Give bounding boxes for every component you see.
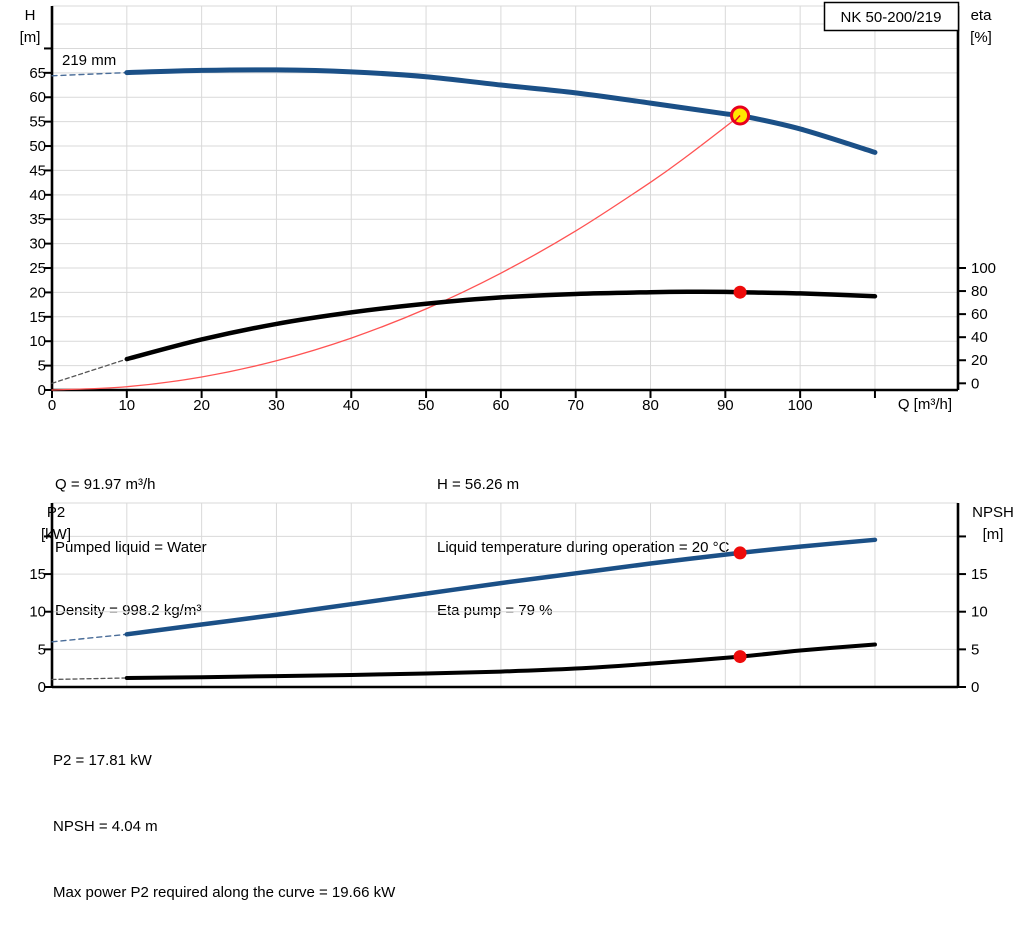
y-left-tick-label: 25 xyxy=(29,260,46,277)
system-curve xyxy=(51,114,741,391)
eta-duty-point xyxy=(733,285,747,299)
info-line: Density = 998.2 kg/m³ xyxy=(55,602,202,619)
info-line: Q = 91.97 m³/h xyxy=(55,476,156,493)
chart-generated: 0 10 20 30 40 50 60 70 80 90 100 Q [m³/h] 0 5 10 15 20 25… xyxy=(20,5,996,414)
y-left-tick-label: 0 xyxy=(38,382,46,399)
x-tick-label: 90 xyxy=(717,397,734,414)
eta-curve-dashed xyxy=(51,358,128,384)
x-tick-label: 50 xyxy=(418,397,435,414)
y-left-tick-label: 50 xyxy=(29,138,46,155)
y-right-tick-label: 0 xyxy=(971,375,979,392)
info-line: Eta pump = 79 % xyxy=(437,602,553,619)
y-right-tick-label: 0 xyxy=(971,679,979,696)
x-tick-label: 40 xyxy=(343,397,360,414)
model-box: NK 50-200/219 xyxy=(823,1,960,32)
x-tick-label: 60 xyxy=(493,397,510,414)
y-left-tick-label: 5 xyxy=(38,358,46,375)
x-tick-label: 30 xyxy=(268,397,285,414)
info-line: NPSH = 4.04 m xyxy=(53,818,158,835)
y-left-tick-label: 30 xyxy=(29,236,46,253)
y-left-tick-label: 10 xyxy=(29,333,46,350)
impeller-diameter-label: 219 mm xyxy=(62,52,116,69)
y-left-tick-label: 15 xyxy=(29,566,46,583)
model-box-frame xyxy=(823,1,960,32)
p2-curve xyxy=(124,537,878,637)
npsh-duty-point xyxy=(733,650,747,664)
y-right-tick-label: 10 xyxy=(971,604,988,621)
y-right-tick-label: 20 xyxy=(971,352,988,369)
y-right-tick-label: 60 xyxy=(971,306,988,323)
info-line: Pumped liquid = Water xyxy=(55,539,207,556)
duty-info-left: Q = 91.97 m³/h Pumped liquid = Water Den… xyxy=(55,432,207,663)
duty-point-tail xyxy=(734,115,741,122)
y-left-axis-title: H xyxy=(25,7,36,24)
y-left-tick-label: 20 xyxy=(29,284,46,301)
npsh-curve xyxy=(124,642,877,680)
x-tick-label: 70 xyxy=(567,397,584,414)
info-line: Max power P2 required along the curve = … xyxy=(53,884,396,901)
model-box-label: NK 50-200/219 xyxy=(841,9,942,26)
p2-duty-point xyxy=(733,546,747,560)
x-tick-label: 10 xyxy=(118,397,135,414)
p2-npsh-chart: 0 5 10 15 P2 [kW] 0 5 10 15 NPSH [m] xyxy=(29,502,1014,696)
y-left-axis-title: [kW] xyxy=(41,526,71,543)
y-left-tick-label: 45 xyxy=(29,162,46,179)
pump-performance-panel: 0 10 20 30 40 50 60 70 80 90 100 Q [m³/h] 0 5 10 15 20 25… xyxy=(20,1,1014,901)
info-line: H = 56.26 m xyxy=(437,476,520,493)
x-tick-label: 0 xyxy=(48,397,56,414)
info-line: P2 = 17.81 kW xyxy=(53,752,152,769)
y-right-axis-title: NPSH xyxy=(972,504,1014,521)
npsh-curve-dashed xyxy=(51,677,128,681)
y-left-tick-label: 65 xyxy=(29,65,46,82)
y-right-axis-title: [m] xyxy=(983,526,1004,543)
y-left-axis-title: P2 xyxy=(47,504,65,521)
y-right-tick-label: 40 xyxy=(971,329,988,346)
x-tick-label: 20 xyxy=(193,397,210,414)
y-right-tick-label: 100 xyxy=(971,260,996,277)
duty-info-bottom: P2 = 17.81 kW NPSH = 4.04 m Max power P2… xyxy=(53,706,395,948)
y-right-axis-title: [%] xyxy=(970,29,992,46)
y-left-tick-label: 40 xyxy=(29,187,46,204)
chart-generated: 0 5 10 15 P2 [kW] 0 5 10 15 NPSH [m] xyxy=(29,502,1014,696)
y-left-tick-label: 35 xyxy=(29,211,46,228)
y-left-tick-label: 5 xyxy=(38,641,46,658)
y-left-tick-label: 10 xyxy=(29,604,46,621)
head-curve-dashed xyxy=(51,71,128,77)
y-right-tick-label: 5 xyxy=(971,641,979,658)
hq-eta-chart: 0 10 20 30 40 50 60 70 80 90 100 Q [m³/h] 0 5 10 15 20 25… xyxy=(20,1,996,414)
y-left-tick-label: 0 xyxy=(38,679,46,696)
x-tick-label: 100 xyxy=(788,397,813,414)
y-right-tick-label: 80 xyxy=(971,283,988,300)
x-tick-label: 80 xyxy=(642,397,659,414)
y-right-tick-label: 15 xyxy=(971,566,988,583)
y-right-axis-title: eta xyxy=(971,7,993,24)
y-left-tick-label: 55 xyxy=(29,114,46,131)
y-left-tick-label: 60 xyxy=(29,89,46,106)
x-axis-title: Q [m³/h] xyxy=(898,396,952,413)
y-left-tick-label: 15 xyxy=(29,309,46,326)
y-left-axis-title: [m] xyxy=(20,29,41,46)
p2-curve-dashed xyxy=(51,633,128,643)
